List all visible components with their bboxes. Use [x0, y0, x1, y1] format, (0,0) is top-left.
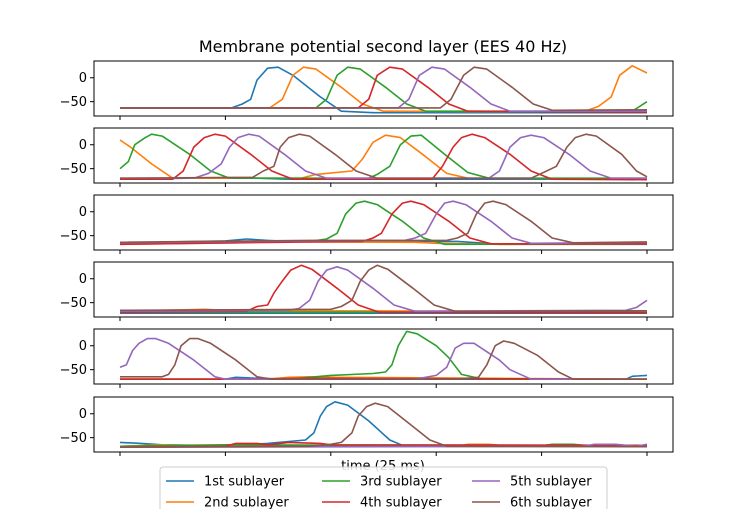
- legend-item-5: 5th sublayer: [472, 475, 592, 490]
- legend-item-1: 1st sublayer: [166, 475, 285, 490]
- series-line-5: [119, 337, 647, 380]
- series-line-1: [120, 66, 647, 114]
- y-tick-label: 0: [79, 205, 87, 220]
- y-tick-label: 0: [79, 407, 87, 422]
- legend-item-3: 3rd sublayer: [322, 475, 442, 490]
- subplot-5: 0 −50: [60, 328, 674, 388]
- series-line-5: [119, 200, 648, 245]
- subplot-6: 0 −50: [60, 396, 674, 456]
- subplot-1: 0 −50: [60, 60, 674, 120]
- y-tick-label: 0: [79, 71, 87, 86]
- y-tick-label: −50: [60, 95, 87, 110]
- series-line-4: [120, 133, 648, 181]
- series-line-2: [120, 65, 648, 113]
- axes-frame: [93, 194, 674, 251]
- y-tick-label: 0: [79, 138, 87, 153]
- legend-item-2: 2nd sublayer: [166, 496, 289, 509]
- axes-frame: [93, 60, 674, 117]
- legend-label: 6th sublayer: [510, 496, 592, 509]
- legend-label: 5th sublayer: [510, 475, 592, 490]
- legend-label: 1st sublayer: [204, 475, 285, 490]
- series-line-3: [120, 66, 648, 112]
- series-line-4: [119, 264, 648, 314]
- series-line-6: [119, 133, 648, 179]
- series-line-2: [119, 134, 648, 180]
- y-tick-label: −50: [60, 296, 87, 311]
- legend-label: 4th sublayer: [360, 496, 442, 509]
- legend-item-4: 4th sublayer: [322, 496, 442, 509]
- series-line-3: [119, 200, 648, 246]
- subplot-4: 0 −50: [60, 261, 674, 321]
- legend: 1st sublayer 2nd sublayer 3rd sublayer 4th …: [159, 466, 608, 509]
- legend-label: 2nd sublayer: [204, 496, 289, 509]
- y-tick-label: 0: [79, 272, 87, 287]
- y-tick-label: −50: [60, 162, 87, 177]
- subplot-3: 0 −50: [60, 194, 674, 254]
- axes-frame: [93, 328, 674, 385]
- series-line-6: [120, 66, 648, 112]
- series-lines: [119, 401, 648, 448]
- subplot-panels: 0 −50 0 −50 0 −50 0 −50 0 −50 0 −50: [60, 60, 674, 456]
- y-tick-label: −50: [60, 431, 87, 446]
- chart-title: Membrane potential second layer (EES 40 …: [199, 37, 567, 56]
- series-line-6: [119, 264, 648, 313]
- axes-frame: [93, 127, 674, 184]
- legend-label: 3rd sublayer: [360, 475, 442, 490]
- series-lines: [119, 133, 648, 181]
- y-tick-label: 0: [79, 339, 87, 354]
- series-line-5: [120, 133, 647, 179]
- series-lines: [119, 200, 648, 246]
- axes-frame: [93, 261, 674, 318]
- series-line-6: [119, 200, 648, 244]
- legend-frame: [159, 466, 608, 509]
- series-lines: [119, 264, 648, 314]
- axes-frame: [93, 396, 674, 453]
- legend-item-6: 6th sublayer: [472, 496, 592, 509]
- series-line-3: [119, 133, 647, 179]
- subplot-2: 0 −50: [60, 127, 674, 187]
- series-line-6: [119, 402, 648, 448]
- series-line-6: [120, 337, 647, 380]
- series-line-1: [119, 401, 647, 448]
- series-line-5: [119, 266, 648, 313]
- series-line-3: [120, 330, 647, 380]
- series-line-4: [120, 66, 648, 113]
- series-lines: [119, 330, 648, 380]
- series-line-4: [119, 200, 647, 246]
- y-tick-label: −50: [60, 229, 87, 244]
- y-tick-label: −50: [60, 363, 87, 378]
- series-lines: [120, 65, 648, 114]
- series-line-5: [120, 66, 647, 112]
